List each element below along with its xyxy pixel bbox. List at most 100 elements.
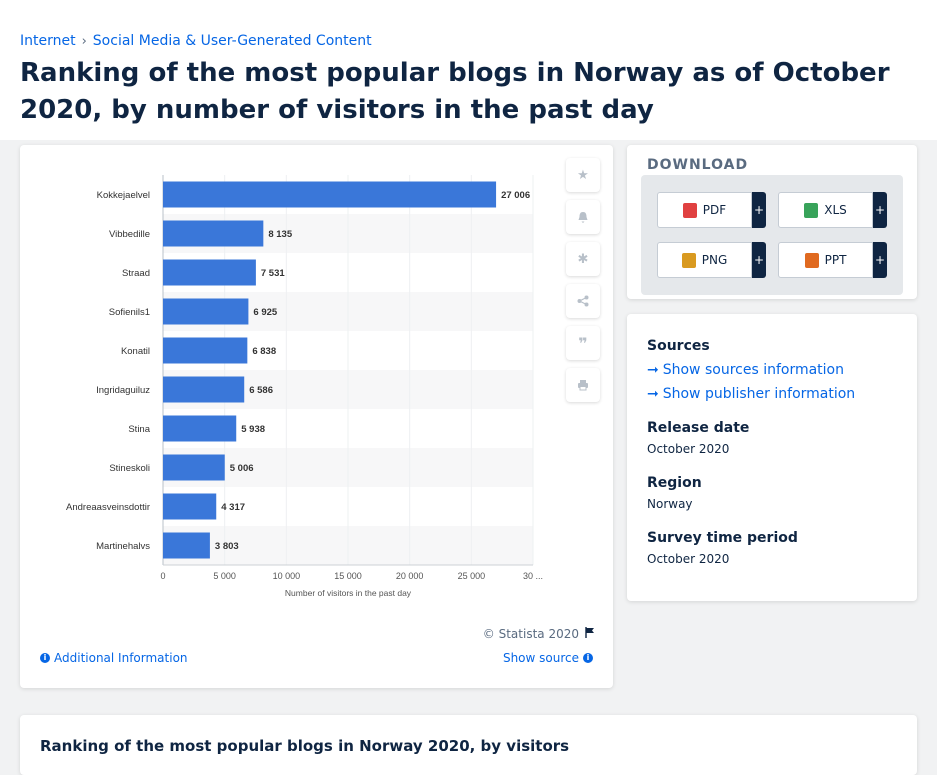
download-pdf-button[interactable]: PDF + [657,192,767,228]
x-tick-label: 10 000 [273,571,301,581]
ppt-file-icon [804,252,819,268]
region: Region Norway [647,475,702,511]
survey-period-value: October 2020 [647,552,730,566]
additional-information-link[interactable]: i Additional Information [40,651,188,665]
bar-chart: 0 5 000 10 000 15 000 20 000 25 000 30 ... Kokk… [66,175,543,598]
info-card: Sources ➞ Show sources information ➞ Sho… [627,314,917,601]
value-label: 6 925 [253,307,277,318]
category-label: Konatil [121,346,150,357]
print-icon[interactable] [566,368,600,402]
download-xls-button[interactable]: XLS + [778,192,888,228]
quote-icon[interactable]: ❞ [566,326,600,360]
bar [163,298,249,325]
download-card: DOWNLOAD PDF + XLS + PNG + PPT + [627,145,917,299]
star-icon[interactable]: ★ [566,158,600,192]
download-ppt-label: PPT [824,253,847,267]
copyright-text: © Statista 2020 [482,627,579,641]
png-file-icon [681,252,696,268]
x-tick-label: 5 000 [213,571,236,581]
chart-card: 0 5 000 10 000 15 000 20 000 25 000 30 ... Kokk… [20,145,613,688]
category-label: Stineskoli [109,463,150,474]
category-label: Ingridaguiluz [96,385,150,396]
category-label: Vibbedille [109,229,150,240]
category-label: Andreaasveinsdottir [66,502,150,513]
bar [163,337,248,364]
survey-period: Survey time period October 2020 [647,530,798,566]
share-icon[interactable] [566,284,600,318]
category-label: Kokkejaelvel [97,190,150,201]
show-sources-link[interactable]: ➞ Show sources information [647,362,844,378]
pdf-file-icon [682,202,697,218]
category-label: Straad [122,268,150,279]
value-label: 5 006 [230,463,254,474]
show-publisher-link[interactable]: ➞ Show publisher information [647,386,855,402]
x-tick-label: 0 [160,571,165,581]
related-statistic-card: Ranking of the most popular blogs in Nor… [20,715,917,775]
breadcrumb-separator: › [81,33,87,49]
breadcrumb-item-social-media[interactable]: Social Media & User-Generated Content [92,33,372,49]
flag-icon[interactable] [585,627,595,641]
info-icon: i [583,653,593,663]
download-xls-label: XLS [824,203,847,217]
download-title: DOWNLOAD [647,157,749,173]
info-icon: i [40,653,50,663]
value-label: 6 586 [249,385,273,396]
region-value: Norway [647,497,693,511]
release-date-value: October 2020 [647,442,730,456]
bar [163,181,497,208]
show-publisher-label: Show publisher information [662,386,856,402]
bar [163,259,256,286]
bar [163,220,264,247]
bell-icon[interactable] [566,200,600,234]
show-source-label: Show source [502,651,579,665]
value-label: 7 531 [261,268,285,279]
value-label: 27 006 [501,190,530,201]
page-title: Ranking of the most popular blogs in Nor… [20,58,890,125]
value-label: 8 135 [268,229,292,240]
show-sources-label: Show sources information [662,362,844,378]
bar [163,493,217,520]
value-label: 3 803 [215,541,239,552]
plus-icon[interactable]: + [873,242,887,278]
category-label: Sofienils1 [109,307,150,318]
arrow-right-icon: ➞ [647,386,659,402]
value-label: 4 317 [221,502,245,513]
related-statistic-title[interactable]: Ranking of the most popular blogs in Nor… [40,737,570,755]
plus-icon[interactable]: + [752,242,766,278]
copyright-notice: © Statista 2020 [483,627,595,641]
download-png-button[interactable]: PNG + [657,242,767,278]
region-label: Region [647,475,702,491]
download-png-label: PNG [701,253,728,267]
x-tick-label: 20 000 [396,571,424,581]
bar [163,454,225,481]
download-pdf-label: PDF [702,203,727,217]
release-date-label: Release date [647,420,750,436]
gear-icon[interactable]: ✱ [566,242,600,276]
bar [163,415,237,442]
bar [163,532,210,559]
survey-period-label: Survey time period [647,530,798,546]
value-label: 5 938 [241,424,265,435]
bar [163,376,245,403]
plus-icon[interactable]: + [873,192,887,228]
x-tick-label: 30 ... [523,571,543,581]
category-label: Martinehalvs [96,541,150,552]
release-date: Release date October 2020 [647,420,749,456]
sources-heading: Sources [647,338,710,354]
x-tick-label: 15 000 [334,571,362,581]
arrow-right-icon: ➞ [647,362,659,378]
breadcrumb-item-internet[interactable]: Internet [20,33,76,49]
value-label: 6 838 [252,346,276,357]
download-ppt-button[interactable]: PPT + [778,242,888,278]
sources-label: Sources [647,338,710,354]
x-axis-label: Number of visitors in the past day [285,588,412,598]
page-header: Internet › Social Media & User-Generated… [0,0,937,140]
show-source-link[interactable]: Show source i [503,651,593,665]
breadcrumb: Internet › Social Media & User-Generated… [20,33,372,49]
xls-file-icon [804,202,819,218]
additional-information-label: Additional Information [54,651,188,665]
category-label: Stina [128,424,150,435]
download-panel: PDF + XLS + PNG + PPT + [641,175,903,295]
plus-icon[interactable]: + [752,192,766,228]
x-tick-label: 25 000 [458,571,486,581]
